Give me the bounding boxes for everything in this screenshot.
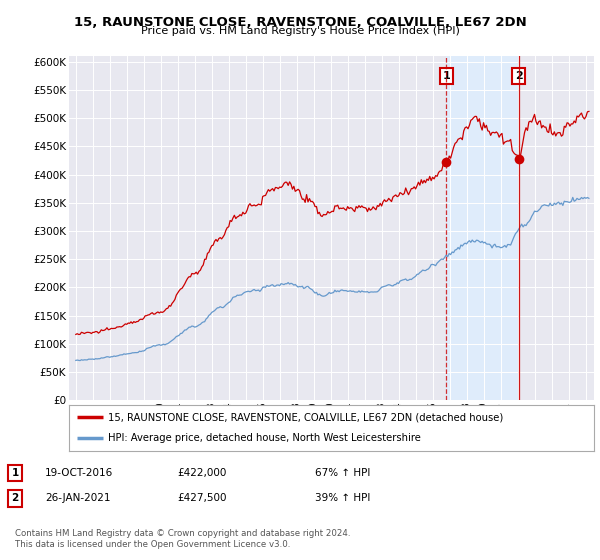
- Bar: [446, 56, 519, 400]
- Text: 2: 2: [515, 71, 523, 81]
- Text: 67% ↑ HPI: 67% ↑ HPI: [315, 468, 370, 478]
- Text: 1: 1: [442, 71, 450, 81]
- Text: 2: 2: [11, 493, 19, 503]
- Text: 1: 1: [11, 468, 19, 478]
- Text: Contains HM Land Registry data © Crown copyright and database right 2024.
This d: Contains HM Land Registry data © Crown c…: [15, 529, 350, 549]
- Text: 19-OCT-2016: 19-OCT-2016: [45, 468, 113, 478]
- Text: 15, RAUNSTONE CLOSE, RAVENSTONE, COALVILLE, LE67 2DN: 15, RAUNSTONE CLOSE, RAVENSTONE, COALVIL…: [74, 16, 526, 29]
- Text: Price paid vs. HM Land Registry's House Price Index (HPI): Price paid vs. HM Land Registry's House …: [140, 26, 460, 36]
- Text: £422,000: £422,000: [177, 468, 226, 478]
- Text: 15, RAUNSTONE CLOSE, RAVENSTONE, COALVILLE, LE67 2DN (detached house): 15, RAUNSTONE CLOSE, RAVENSTONE, COALVIL…: [109, 412, 503, 422]
- Text: HPI: Average price, detached house, North West Leicestershire: HPI: Average price, detached house, Nort…: [109, 433, 421, 444]
- Text: 26-JAN-2021: 26-JAN-2021: [45, 493, 110, 503]
- Text: £427,500: £427,500: [177, 493, 227, 503]
- Text: 39% ↑ HPI: 39% ↑ HPI: [315, 493, 370, 503]
